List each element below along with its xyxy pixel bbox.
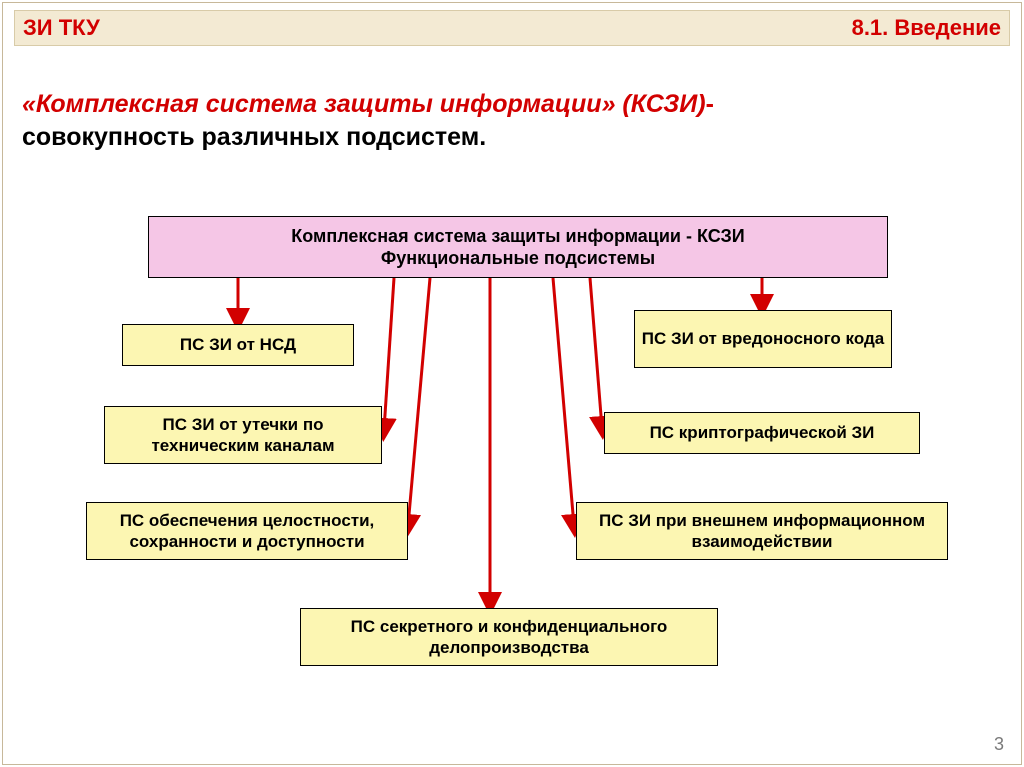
- page-number: 3: [994, 734, 1004, 755]
- leaf-node-n4: ПС криптографической ЗИ: [604, 412, 920, 454]
- leaf-node-n1: ПС ЗИ от НСД: [122, 324, 354, 366]
- leaf-label-n2: ПС ЗИ от вредоносного кода: [642, 328, 884, 349]
- root-node: Комплексная система защиты информации - …: [148, 216, 888, 278]
- leaf-label-n7: ПС секретного и конфиденциального делопр…: [307, 616, 711, 659]
- arrow: [408, 278, 430, 526]
- leaf-node-n5: ПС обеспечения целостности, сохранности …: [86, 502, 408, 560]
- arrow: [384, 278, 394, 430]
- leaf-node-n3: ПС ЗИ от утечки по техническим каналам: [104, 406, 382, 464]
- leaf-label-n4: ПС криптографической ЗИ: [650, 422, 875, 443]
- leaf-label-n1: ПС ЗИ от НСД: [180, 334, 296, 355]
- leaf-node-n6: ПС ЗИ при внешнем информационном взаимод…: [576, 502, 948, 560]
- leaf-label-n3: ПС ЗИ от утечки по техническим каналам: [111, 414, 375, 457]
- arrow: [553, 278, 574, 526]
- leaf-label-n5: ПС обеспечения целостности, сохранности …: [93, 510, 401, 553]
- leaf-label-n6: ПС ЗИ при внешнем информационном взаимод…: [583, 510, 941, 553]
- root-line2: Функциональные подсистемы: [291, 247, 744, 270]
- diagram: Комплексная система защиты информации - …: [0, 0, 1024, 767]
- arrow: [590, 278, 602, 428]
- leaf-node-n7: ПС секретного и конфиденциального делопр…: [300, 608, 718, 666]
- root-line1: Комплексная система защиты информации - …: [291, 225, 744, 248]
- leaf-node-n2: ПС ЗИ от вредоносного кода: [634, 310, 892, 368]
